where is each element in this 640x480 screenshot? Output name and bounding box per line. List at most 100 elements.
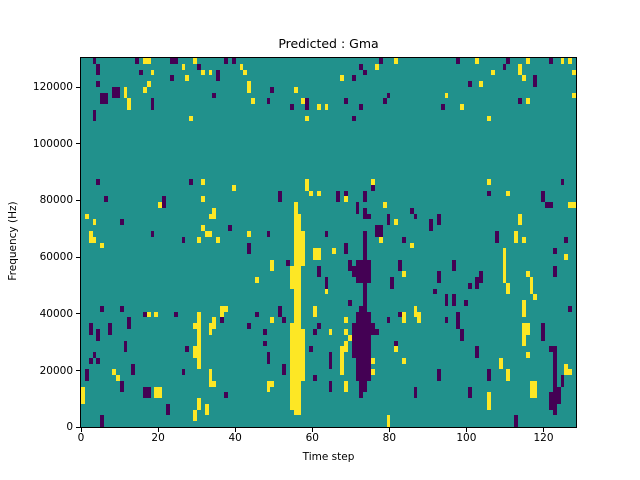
heatmap-cell-low [347, 300, 352, 306]
y-tick-mark [76, 143, 80, 145]
heatmap-cell-low [359, 63, 364, 70]
heatmap-cell-low [467, 386, 472, 399]
heatmap-cell-high [568, 202, 573, 208]
heatmap-cell-high [289, 323, 294, 410]
x-tick-label: 60 [305, 432, 319, 444]
heatmap-cell-high [88, 230, 93, 243]
heatmap-cell-low [374, 225, 379, 237]
heatmap-cell-low [119, 305, 124, 312]
heatmap-cell-low [398, 259, 402, 272]
heatmap-cell-low [255, 311, 259, 318]
heatmap-cell-high [444, 92, 449, 99]
heatmap-cell-high [127, 98, 132, 110]
heatmap-cell-high [378, 236, 383, 243]
heatmap-cell-low [371, 323, 375, 335]
heatmap-cell-high [568, 58, 573, 64]
heatmap-cell-low [367, 213, 372, 220]
heatmap-cell-low [220, 317, 225, 324]
heatmap-cell-high [200, 69, 205, 76]
heatmap-cell-low [227, 225, 232, 231]
heatmap-cell-low [359, 259, 364, 283]
heatmap-cell-high [208, 380, 213, 387]
heatmap-cell-high [459, 104, 464, 110]
heatmap-cell-low [212, 92, 217, 99]
heatmap-cell-high [401, 311, 406, 324]
heatmap-cell-low [278, 190, 283, 203]
heatmap-cell-high [572, 69, 576, 76]
heatmap-cell-high [340, 346, 344, 376]
heatmap-cell-high [409, 242, 414, 249]
heatmap-cell-low [560, 179, 565, 185]
heatmap-cell-high [343, 380, 348, 393]
heatmap-cell-high [208, 369, 213, 381]
heatmap-cell-high [247, 230, 252, 237]
heatmap-cell-high [200, 179, 205, 185]
heatmap-cell-high [394, 58, 399, 64]
heatmap-cell-high [525, 58, 530, 64]
heatmap-cell-low [224, 58, 228, 64]
heatmap-cell-low [266, 352, 271, 364]
heatmap-cell-low [506, 58, 511, 64]
heatmap-cell-low [552, 346, 557, 416]
heatmap-cell-high [343, 196, 348, 203]
heatmap-cell-high [251, 98, 256, 105]
heatmap-cell-low [347, 259, 352, 272]
x-tick-label: 80 [382, 432, 397, 444]
heatmap-cell-high [146, 311, 151, 318]
heatmap-cell-high [154, 386, 159, 399]
heatmap-cell-low [108, 323, 112, 335]
heatmap-cell-high [347, 334, 352, 341]
heatmap-cell-high [572, 92, 576, 99]
heatmap-cell-low [316, 323, 321, 329]
heatmap-cell-low [487, 369, 491, 381]
heatmap-cell-high [382, 202, 387, 208]
heatmap-cell-low [459, 328, 464, 341]
x-tick-label: 100 [456, 432, 477, 444]
heatmap-cell-low [282, 363, 286, 376]
heatmap-cell-low [514, 415, 518, 427]
heatmap-cell-low [351, 115, 356, 122]
heatmap-cell-high [301, 230, 306, 266]
heatmap-cell-low [467, 282, 472, 289]
heatmap-cell-high [270, 317, 275, 324]
heatmap-cell-low [189, 179, 194, 185]
heatmap-cell-low [436, 271, 441, 283]
y-tick-label: 20000 [39, 364, 73, 377]
heatmap-cell-low [100, 92, 105, 105]
heatmap-cell-low [96, 81, 101, 87]
heatmap-cell-low [429, 219, 433, 231]
heatmap-cell-low [96, 179, 101, 185]
heatmap-cell-high [487, 115, 491, 122]
heatmap-cell-high [142, 58, 147, 64]
heatmap-cell-low [355, 311, 360, 381]
heatmap-cell-low [289, 104, 294, 110]
heatmap-cell-low [363, 190, 368, 203]
heatmap-cell-low [100, 305, 105, 312]
heatmap-cell-low [313, 375, 317, 381]
heatmap-cell-high [154, 311, 159, 318]
heatmap-cell-low [84, 369, 89, 381]
heatmap-cell-low [104, 196, 109, 203]
heatmap-cell-high [158, 202, 163, 208]
heatmap-cell-high [487, 179, 491, 185]
heatmap-cell-low [401, 236, 406, 243]
heatmap-cell-low [162, 196, 167, 208]
x-tick-mark [465, 428, 467, 432]
heatmap-cell-low [173, 311, 178, 318]
heatmap-cell-low [100, 415, 105, 427]
heatmap-cell-high [324, 104, 329, 110]
heatmap-cell-high [204, 403, 209, 416]
heatmap-cell-low [305, 98, 310, 110]
heatmap-cell-high [193, 58, 197, 64]
heatmap-cell-low [270, 86, 275, 93]
heatmap-cell-high [564, 363, 569, 376]
heatmap-cell-low [231, 58, 236, 64]
heatmap-cell-low [173, 58, 178, 64]
heatmap-cell-low [88, 357, 93, 364]
heatmap-cell-low [463, 300, 468, 306]
heatmap-cell-high [487, 392, 491, 410]
heatmap-cell-high [572, 202, 576, 208]
heatmap-cell-high [216, 236, 221, 243]
heatmap-cell-low [96, 328, 101, 341]
